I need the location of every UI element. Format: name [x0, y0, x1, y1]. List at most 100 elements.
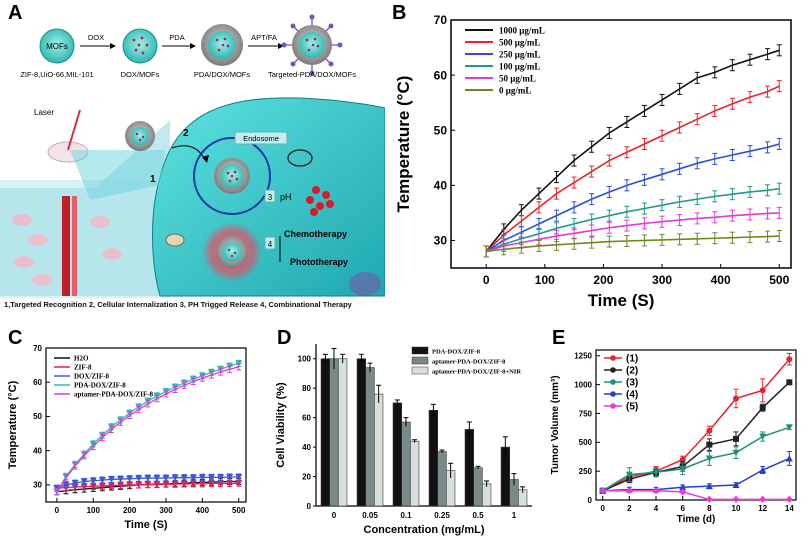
data-point	[71, 480, 79, 487]
chart-b: 0 100 200 300 400 500 30 40 50 60 70 Time (S) Temper…	[394, 13, 792, 310]
y-tick-label: 0	[588, 496, 593, 505]
data-point	[144, 475, 152, 482]
legend-label: H2O	[74, 355, 89, 363]
bar	[320, 358, 330, 507]
x-tick-label: 8	[707, 504, 712, 513]
data-point	[207, 480, 215, 488]
panel-b-label: B	[392, 2, 407, 24]
data-point	[759, 495, 767, 503]
data-point	[135, 475, 143, 482]
y-axis-label: Temperature (°C)	[394, 76, 413, 213]
legend-label: (1)	[626, 354, 638, 365]
mof-core-label: MOFs	[46, 42, 68, 51]
bar	[428, 409, 438, 507]
data-point	[706, 427, 713, 434]
laser-label: Laser	[34, 108, 54, 117]
x-tick-label: 2	[627, 504, 632, 513]
series-line-5	[485, 212, 780, 253]
y-tick-label: 70	[434, 13, 448, 27]
bar	[482, 483, 492, 507]
chart-e: 0 2 4 6 8 10 12 14 0 250 500 750 1000 1250 Time (d) Tum…	[550, 349, 797, 525]
data-point	[652, 487, 660, 495]
legend-label: 100 μg/mL	[499, 62, 540, 72]
data-point	[62, 481, 70, 489]
y-tick-label: 60	[434, 68, 448, 82]
data-point	[80, 478, 88, 485]
panel-a-label: A	[8, 2, 23, 24]
y-tick-label: 100	[298, 355, 312, 364]
legend-swatch	[411, 356, 429, 365]
y-tick-label: 30	[434, 234, 448, 248]
legend-label: PDA-DOX/ZIF-8	[74, 382, 126, 390]
series-line-1	[602, 358, 790, 492]
legend-marker	[610, 379, 616, 385]
panel-a-caption: 1,Targeted Recognition 2, Cellular Inter…	[4, 300, 352, 309]
series-line-4	[485, 187, 780, 253]
panel-a-schematic: MOFs ZIF-8,UiO-66,MIL-101 DOX DOX/MOFs P…	[0, 14, 386, 300]
data-point	[89, 483, 97, 490]
step-1-label: 1	[150, 174, 156, 185]
plot-frame	[595, 349, 797, 501]
data-point	[180, 480, 188, 488]
x-tick-label: 1	[512, 511, 517, 520]
data-point	[217, 480, 225, 488]
panel-c-label: C	[8, 327, 23, 349]
legend-label: DOX/ZIF-8	[74, 373, 110, 381]
legend-label: (5)	[626, 402, 638, 413]
legend-swatch	[411, 346, 429, 355]
y-tick-label: 20	[302, 473, 311, 482]
bar	[374, 393, 384, 507]
mof-particle: MOFs	[39, 28, 75, 64]
data-point	[705, 482, 713, 490]
panel-d-label: D	[277, 327, 292, 349]
y-tick-label: 250	[579, 467, 593, 476]
y-tick-label: 60	[302, 414, 311, 423]
x-tick-label: 400	[196, 506, 210, 515]
data-point	[107, 476, 115, 483]
data-point	[679, 465, 687, 473]
data-point	[162, 481, 170, 488]
legend-label: 250 μg/mL	[499, 50, 540, 60]
x-tick-label: 0.5	[472, 511, 484, 520]
data-point	[144, 481, 152, 489]
data-point	[207, 474, 215, 481]
bar	[329, 358, 339, 507]
bar	[410, 440, 420, 507]
data-point	[599, 487, 607, 495]
data-point	[171, 474, 179, 482]
data-point	[732, 481, 740, 488]
series-line-6	[486, 235, 780, 253]
legend-label: aptamer-PDA-DOX/ZIF-8+NIR	[432, 369, 521, 376]
chart-c: 0 100 200 300 400 500 30 40 50 60 70 Time (S) Temper…	[7, 344, 247, 531]
data-point	[679, 488, 687, 496]
bar	[365, 367, 375, 507]
x-tick-label: 0	[483, 273, 490, 287]
data-point	[786, 379, 793, 386]
chart-d: 0 20 40 60 80 100 0 0.05 0.1 0.25 0.5 1 Concentratio…	[275, 344, 532, 536]
x-tick-label: 300	[159, 506, 173, 515]
plot-frame	[450, 19, 792, 269]
data-point	[235, 474, 243, 481]
step-4-label: 4	[268, 240, 273, 249]
series-line-1	[485, 49, 780, 252]
ph-label: pH	[280, 192, 292, 202]
data-point	[705, 495, 713, 503]
data-point	[98, 477, 106, 484]
legend-label: aptamer-PDA-DOX/ZIF-8	[74, 391, 154, 399]
step-label-mofs: ZIF-8,UiO-66,MIL-101	[20, 70, 93, 79]
y-tick-label: 40	[302, 443, 311, 452]
x-tick-label: 300	[652, 273, 672, 287]
x-axis-label: Concentration (mg/mL)	[364, 524, 485, 536]
data-point	[126, 481, 134, 489]
y-tick-label: 40	[33, 446, 42, 455]
x-axis-label: Time (d)	[677, 514, 716, 525]
step-2-label: 2	[183, 128, 189, 139]
x-tick-label: 10	[732, 504, 741, 513]
data-point	[217, 474, 225, 481]
data-point	[117, 482, 125, 489]
data-point	[235, 480, 243, 487]
data-point	[162, 475, 170, 482]
targeted-particle	[281, 14, 343, 76]
arrow-pda: PDA	[162, 33, 196, 49]
x-tick-label: 100	[535, 273, 555, 287]
